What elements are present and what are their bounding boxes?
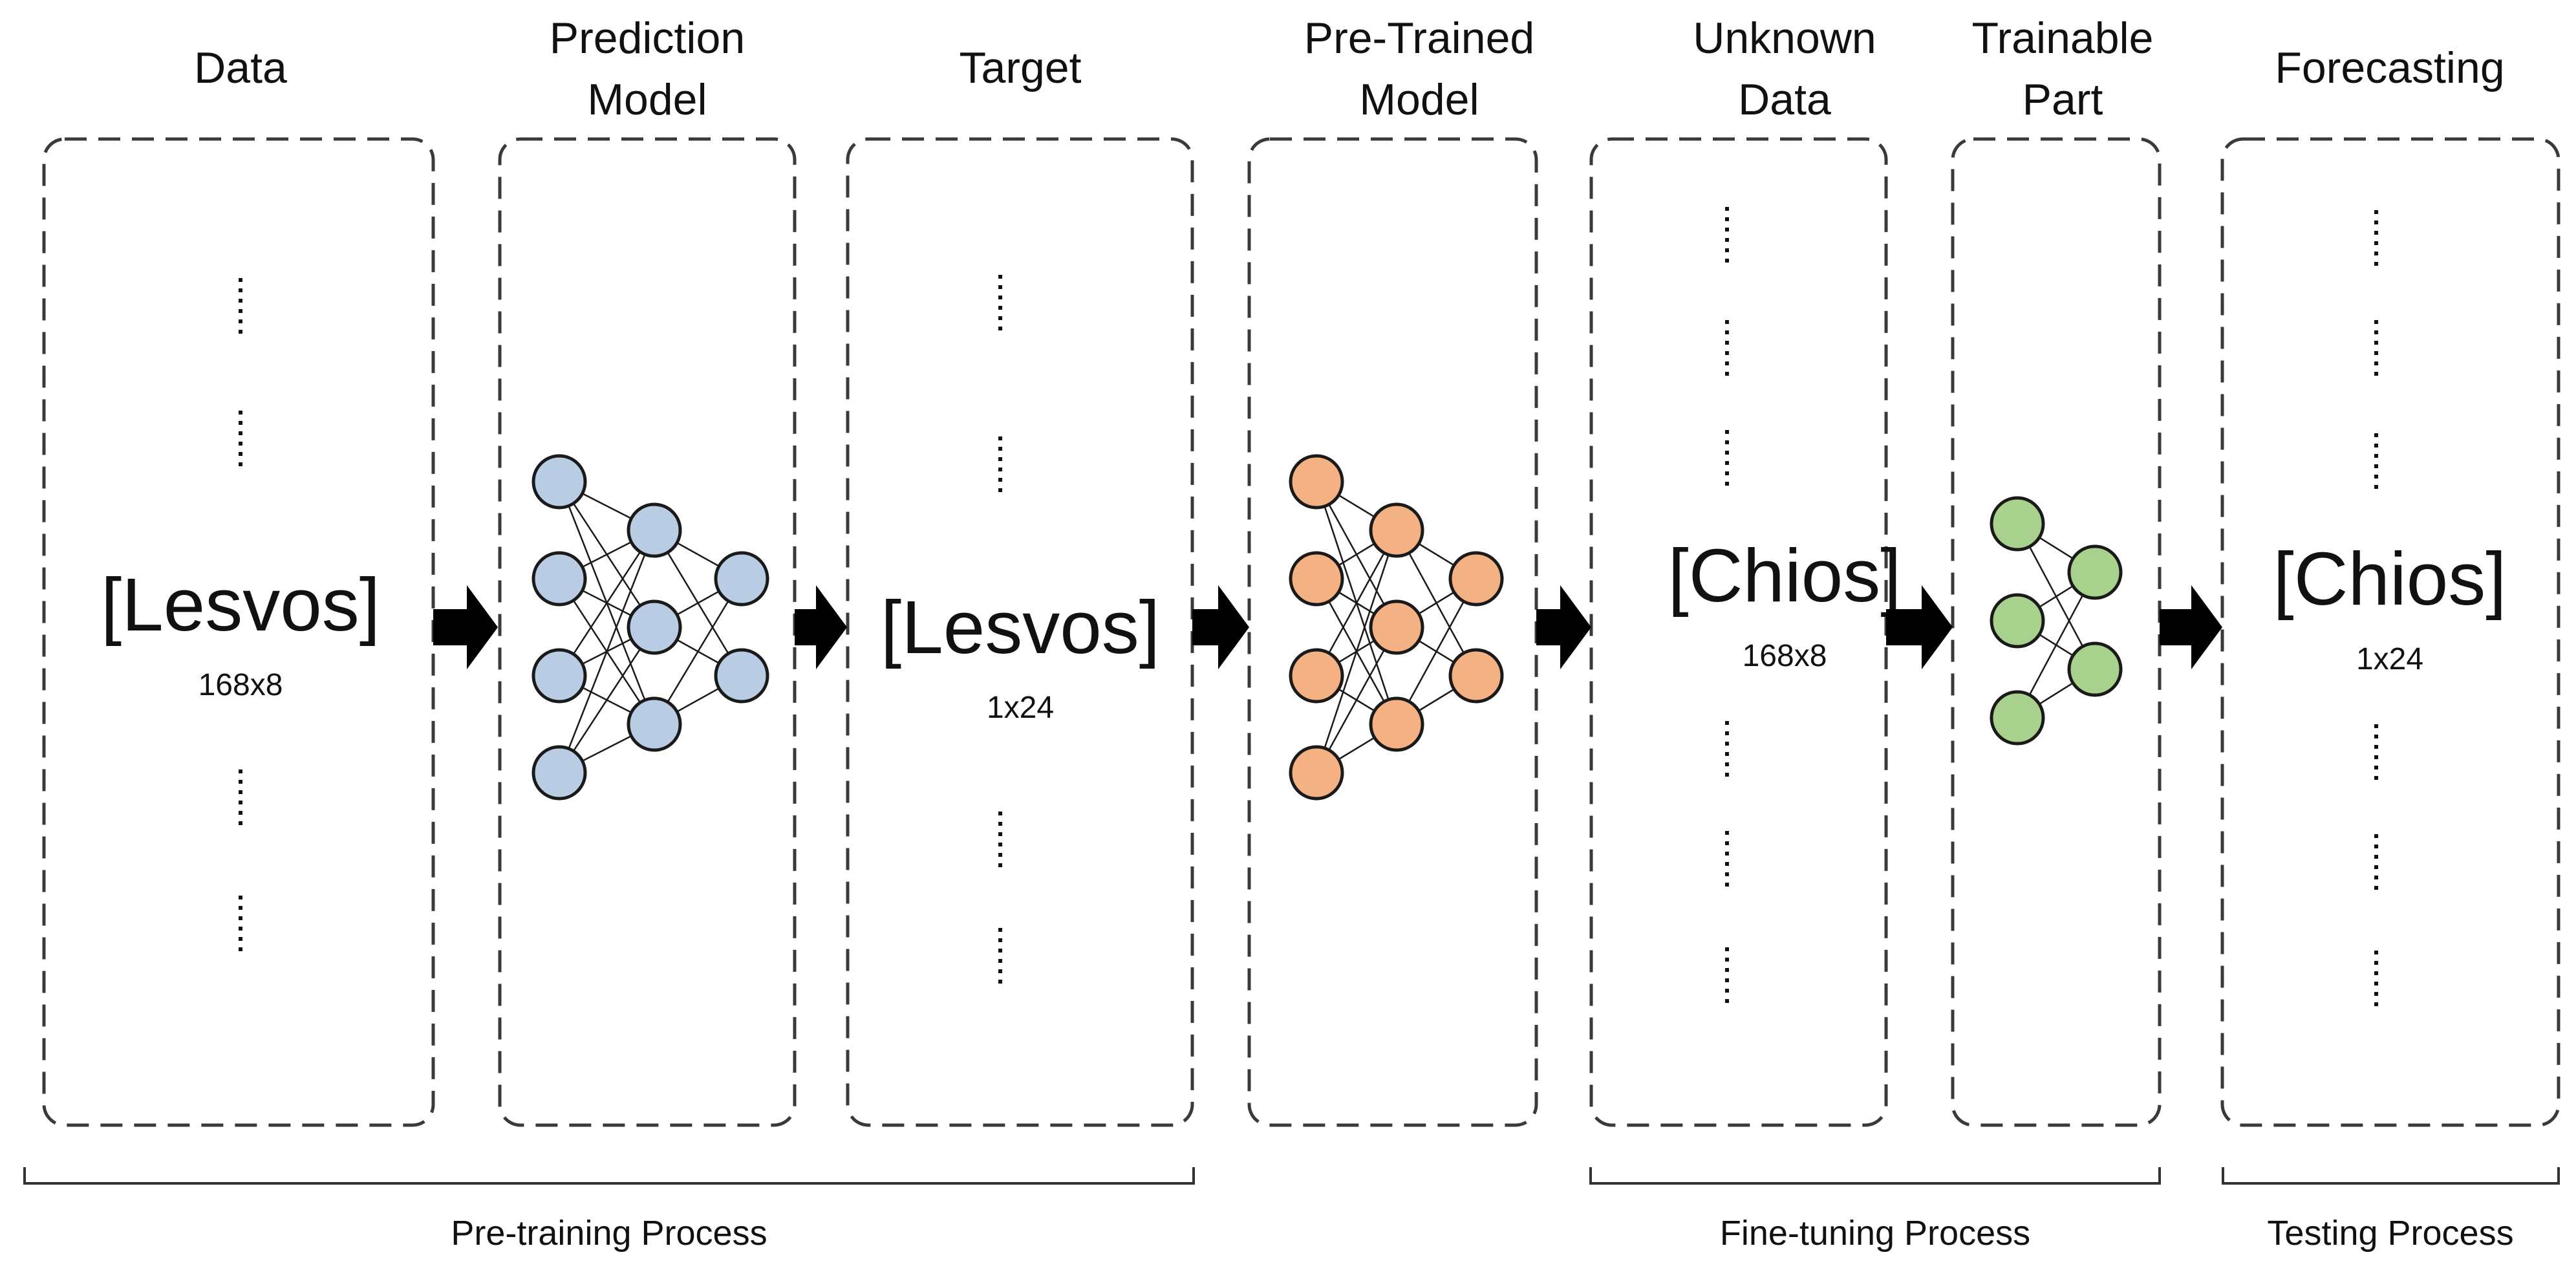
- arrow-right-icon: [795, 585, 847, 669]
- bracket-finetuning: [1589, 1167, 2161, 1185]
- arrow-right-icon: [1886, 585, 1953, 669]
- bracket-testing: [2222, 1167, 2560, 1185]
- label-lesvos-input: [Lesvos]: [101, 563, 380, 647]
- dims-lesvos-input: 168x8: [199, 668, 283, 702]
- prediction-network-node: [531, 454, 587, 510]
- pretrained-network-node: [1448, 551, 1504, 607]
- box-forecasting: [2220, 137, 2560, 1127]
- prediction-network-node: [714, 551, 769, 607]
- box-trainable-part: [1951, 137, 2162, 1127]
- label-lesvos-target: [Lesvos]: [881, 585, 1160, 669]
- pretrained-model-network: [1289, 454, 1504, 801]
- pretrained-network-edge: [1315, 530, 1398, 676]
- process-label-testing: Testing Process: [2267, 1214, 2513, 1253]
- prediction-network-node: [531, 745, 587, 801]
- bracket-pretraining: [23, 1167, 1195, 1185]
- trainable-network-node: [2067, 641, 2123, 697]
- header-trainable-part-line2: Part: [2023, 75, 2103, 124]
- trainable-network-node: [1990, 496, 2045, 552]
- label-chios-forecast: [Chios]: [2273, 537, 2506, 621]
- dims-chios-input: 168x8: [1743, 639, 1827, 673]
- trainable-network-node: [1990, 593, 2045, 649]
- prediction-network-node: [627, 599, 682, 655]
- pretrained-network-node: [1289, 551, 1344, 607]
- pretrained-network-node: [1369, 599, 1424, 655]
- dims-chios-forecast: 1x24: [2356, 642, 2423, 676]
- arrow-right-icon: [433, 585, 498, 669]
- prediction-network-node: [627, 502, 682, 558]
- box-unknown-data: [1589, 137, 1888, 1127]
- prediction-network-node: [714, 648, 769, 704]
- header-trainable-part-line1: Trainable: [1972, 14, 2154, 63]
- arrow-right-icon: [1192, 585, 1249, 669]
- label-chios-input: [Chios]: [1668, 533, 1901, 618]
- pretrained-network-node: [1289, 454, 1344, 510]
- header-data: Data: [194, 43, 287, 92]
- pretrained-network-edge: [1395, 578, 1477, 725]
- header-target: Target: [960, 43, 1082, 92]
- prediction-network-node: [627, 696, 682, 752]
- pretrained-network-node: [1289, 745, 1344, 801]
- pretrained-network-node: [1448, 648, 1504, 704]
- pretrained-network-edge: [1315, 530, 1398, 773]
- prediction-network-node: [531, 648, 587, 704]
- prediction-network-edge: [558, 530, 656, 773]
- prediction-network-node: [531, 551, 587, 607]
- header-pretrained-model-line1: Pre-Trained: [1304, 14, 1535, 63]
- pretrained-network-edge: [1315, 627, 1398, 773]
- header-pretrained-model-line2: Model: [1359, 75, 1479, 124]
- pretrained-network-node: [1369, 696, 1424, 752]
- prediction-network-edge: [558, 530, 656, 676]
- header-unknown-data-line1: Unknown: [1693, 14, 1876, 63]
- trainable-part-network: [1990, 496, 2123, 746]
- pretrained-network-node: [1369, 502, 1424, 558]
- process-label-finetuning: Fine-tuning Process: [1720, 1214, 2030, 1253]
- process-label-pretraining: Pre-training Process: [451, 1214, 767, 1253]
- header-unknown-data-line2: Data: [1738, 75, 1831, 124]
- trainable-network-node: [2067, 544, 2123, 600]
- dims-lesvos-target: 1x24: [987, 691, 1054, 725]
- arrow-right-icon: [2160, 585, 2222, 669]
- prediction-network-edge: [558, 627, 656, 773]
- trainable-network-node: [1990, 690, 2045, 746]
- header-prediction-model-line2: Model: [587, 75, 707, 124]
- header-prediction-model-line1: Prediction: [550, 14, 745, 63]
- arrow-right-icon: [1536, 585, 1591, 669]
- prediction-network-edge: [653, 578, 743, 725]
- prediction-model-network: [531, 454, 769, 801]
- header-forecasting: Forecasting: [2275, 43, 2504, 92]
- pretrained-network-node: [1289, 648, 1344, 704]
